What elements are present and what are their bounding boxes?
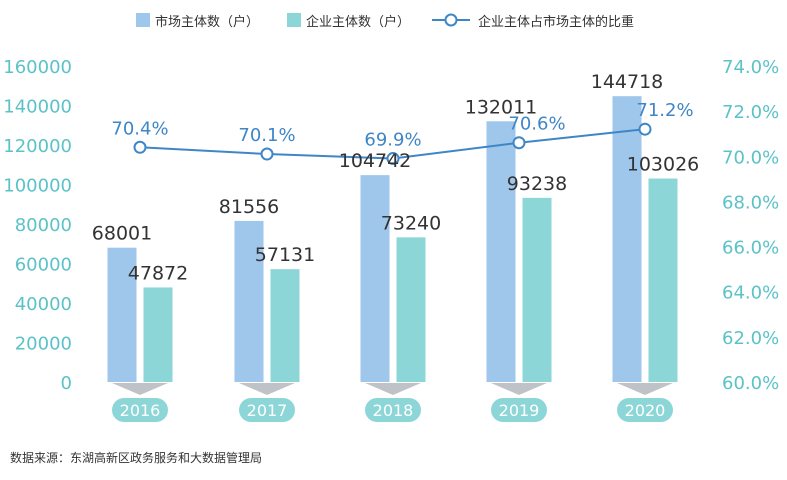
source-text: 数据来源：东湖高新区政务服务和大数据管理局 <box>10 450 262 465</box>
ratio-point <box>638 122 652 136</box>
legend-ratio-marker <box>444 13 458 27</box>
right-axis-tick-label: 70.0% <box>722 147 779 168</box>
year-label: 2020 <box>625 401 666 420</box>
ratio-point <box>512 136 526 150</box>
market-bar <box>486 121 516 383</box>
year-label: 2017 <box>247 401 288 420</box>
market-bar-label: 68001 <box>92 223 152 245</box>
legend-market-swatch <box>136 13 150 27</box>
enterprise-bar-label: 93238 <box>507 173 567 195</box>
labels-layer: 68001 47872 81556 57131 104742 73240 132011 932… <box>92 71 699 284</box>
year-pill <box>491 398 547 422</box>
enterprise-bar <box>270 269 300 382</box>
right-axis-tick-label: 74.0% <box>722 57 779 78</box>
legend-market-label: 市场主体数（户） <box>155 14 259 30</box>
market-bar-label: 81556 <box>219 196 279 218</box>
year-pill <box>617 398 673 422</box>
market-bar-label: 144718 <box>591 71 664 93</box>
legend-enterprise-label: 企业主体数（户） <box>306 14 410 30</box>
ratio-point-label: 70.6% <box>508 114 565 135</box>
left-axis-tick-label: 160000 <box>3 57 72 78</box>
enterprise-bar-label: 73240 <box>381 212 441 234</box>
enterprise-bar <box>396 237 426 382</box>
ratio-point <box>133 140 147 154</box>
ratio-point <box>260 147 274 161</box>
left-axis: 0 20000 40000 60000 80000 100000 120000 140000 1… <box>3 57 72 394</box>
left-axis-tick-label: 80000 <box>15 215 72 236</box>
category-chevron <box>112 383 168 395</box>
enterprise-bar <box>522 197 552 382</box>
left-axis-tick-label: 0 <box>61 373 72 394</box>
enterprise-bar-label: 57131 <box>255 244 315 266</box>
legend-enterprise-swatch <box>287 13 301 27</box>
category-chevron <box>239 383 295 395</box>
legend: 市场主体数（户） 企业主体数（户） 企业主体占市场主体的比重 <box>136 13 634 30</box>
market-bar-label: 132011 <box>465 96 538 118</box>
enterprise-bar <box>143 287 173 382</box>
market-bar-label: 104742 <box>339 150 412 172</box>
enterprise-bar-label: 47872 <box>128 262 188 284</box>
right-axis-tick-label: 62.0% <box>722 328 779 349</box>
left-axis-tick-label: 120000 <box>3 136 72 157</box>
year-pill <box>239 398 295 422</box>
left-axis-tick-label: 60000 <box>15 255 72 276</box>
legend-ratio-label: 企业主体占市场主体的比重 <box>478 14 634 30</box>
left-axis-tick-label: 20000 <box>15 334 72 355</box>
market-bar <box>107 247 137 382</box>
right-axis-tick-label: 72.0% <box>722 102 779 123</box>
category-layer: 2016 2017 2018 2019 2020 <box>112 383 673 422</box>
left-axis-tick-label: 100000 <box>3 176 72 197</box>
right-axis-tick-label: 64.0% <box>722 283 779 304</box>
ratio-point-label: 71.2% <box>636 100 693 121</box>
ratio-point-label: 69.9% <box>364 130 421 151</box>
right-axis-tick-label: 60.0% <box>722 373 779 394</box>
right-axis-tick-label: 66.0% <box>722 238 779 259</box>
ratio-point-label: 70.1% <box>238 125 295 146</box>
market-bar <box>234 220 264 382</box>
category-chevron <box>365 383 421 395</box>
bars-layer <box>107 96 678 383</box>
line-layer: 70.4% 70.1% 69.9% 70.6% 71.2% <box>111 100 694 166</box>
year-label: 2019 <box>499 401 540 420</box>
year-pill <box>365 398 421 422</box>
right-axis-tick-label: 68.0% <box>722 192 779 213</box>
right-axis: 60.0% 62.0% 64.0% 66.0% 68.0% 70.0% 72.0% 74.0% <box>722 57 779 394</box>
ratio-point <box>386 152 400 166</box>
left-axis-tick-label: 40000 <box>15 294 72 315</box>
enterprise-bar-label: 103026 <box>627 154 700 176</box>
year-label: 2016 <box>120 401 161 420</box>
left-axis-tick-label: 140000 <box>3 97 72 118</box>
market-bar <box>360 175 390 382</box>
year-label: 2018 <box>373 401 414 420</box>
enterprise-bar <box>648 178 678 382</box>
category-chevron <box>491 383 547 395</box>
year-pill <box>112 398 168 422</box>
category-chevron <box>617 383 673 395</box>
ratio-point-label: 70.4% <box>111 118 168 139</box>
market-bar <box>612 96 642 383</box>
